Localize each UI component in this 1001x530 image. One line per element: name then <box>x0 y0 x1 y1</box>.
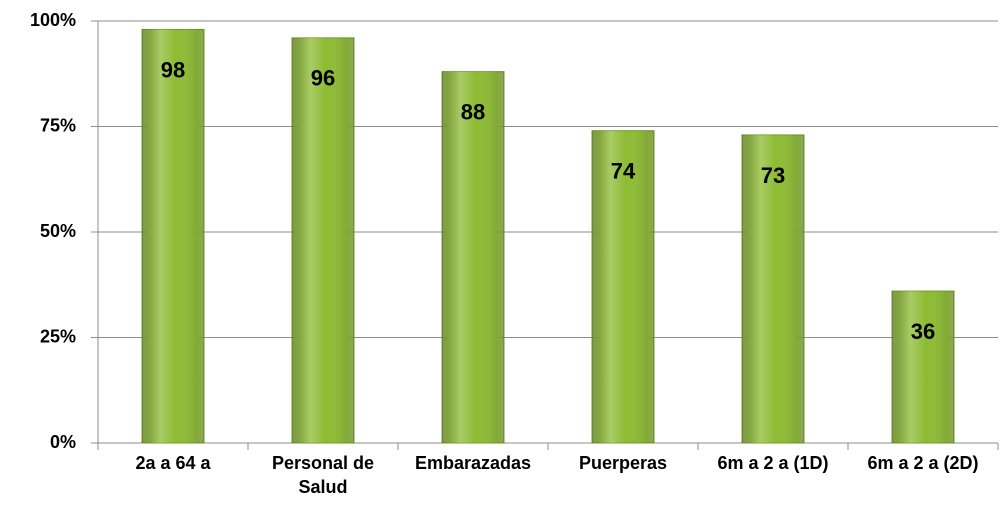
data-label: 96 <box>311 66 335 91</box>
y-tick-label: 25% <box>40 326 76 346</box>
x-tick-label: Puerperas <box>578 453 668 473</box>
x-tick-label: Embarazadas <box>414 453 532 473</box>
data-label: 88 <box>461 99 485 124</box>
data-label: 74 <box>611 159 636 184</box>
bar-shine <box>742 134 804 443</box>
y-tick-label: 50% <box>40 221 76 241</box>
y-tick-label: 75% <box>40 115 76 135</box>
y-tick-label: 0% <box>50 432 76 452</box>
data-label: 73 <box>761 163 785 188</box>
y-tick-label: 100% <box>30 10 76 30</box>
x-tick-label: 2a a 64 a <box>135 453 211 473</box>
x-tick-label: Personal de Salud <box>271 453 375 497</box>
data-label: 36 <box>911 319 935 344</box>
x-tick-label: 6m a 2 a (2D) <box>867 453 979 473</box>
bar-shine <box>142 29 204 443</box>
bar-shine <box>292 37 354 443</box>
bar-shine <box>592 130 654 443</box>
bar-shine <box>442 71 504 443</box>
data-label: 98 <box>161 57 185 82</box>
x-tick-label: 6m a 2 a (1D) <box>717 453 829 473</box>
bar-shine <box>892 291 954 443</box>
